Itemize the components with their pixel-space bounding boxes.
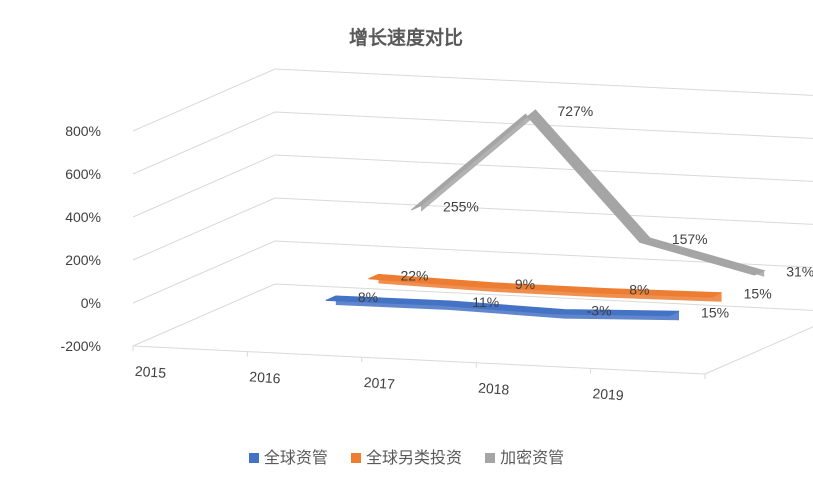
legend: 全球资管 全球另类投资 加密资管 — [0, 444, 813, 468]
legend-swatch-gray — [485, 453, 496, 463]
gridline — [132, 111, 813, 175]
data-label: 727% — [557, 103, 593, 119]
floor-edge — [132, 326, 813, 375]
data-label: 157% — [672, 231, 708, 247]
x-tick-label: 2019 — [592, 385, 624, 403]
y-tick-label: 800% — [65, 123, 101, 139]
legend-item-global-am[interactable]: 全球资管 — [248, 444, 328, 468]
x-axis-ticks: 2015 2016 2017 2018 2019 — [134, 363, 624, 404]
legend-item-crypto[interactable]: 加密资管 — [485, 444, 564, 468]
chart-title: 增长速度对比 — [349, 26, 463, 49]
legend-item-alternative[interactable]: 全球另类投资 — [350, 444, 462, 468]
series-line-3 — [410, 109, 766, 276]
y-tick-label: 0% — [81, 295, 101, 311]
legend-label: 全球资管 — [263, 448, 328, 467]
data-label: 15% — [744, 286, 772, 302]
x-tick-label: 2017 — [363, 374, 395, 392]
data-label: 8% — [358, 289, 378, 305]
series-line-1 — [325, 295, 680, 317]
legend-swatch-blue — [248, 453, 259, 463]
series-line-3-side — [421, 109, 765, 277]
legend-swatch-orange — [350, 453, 361, 463]
gridline — [132, 283, 813, 347]
legend-label: 加密资管 — [500, 448, 565, 467]
gridline — [132, 197, 813, 261]
y-axis-ticks: 800% 600% 400% 200% 0% -200% — [61, 123, 101, 354]
y-tick-label: -200% — [61, 338, 101, 354]
x-tick-label: 2016 — [249, 368, 281, 386]
y-tick-label: 200% — [65, 252, 101, 268]
data-label: 11% — [472, 294, 499, 310]
data-label: 15% — [701, 304, 729, 320]
series-line-2 — [368, 273, 722, 298]
data-label: 8% — [629, 282, 649, 298]
gridline — [132, 240, 813, 304]
data-label: 255% — [443, 199, 479, 215]
data-label: 22% — [400, 267, 428, 283]
x-tick-label: 2015 — [134, 363, 166, 381]
data-labels: 255% 727% 157% 31% 22% 9% 8% 15% 8% 11% -3% 15% — [358, 103, 813, 320]
data-label: 9% — [515, 276, 535, 292]
y-tick-label: 400% — [65, 209, 101, 225]
gridline — [132, 68, 813, 132]
x-tick-label: 2018 — [478, 380, 510, 398]
legend-label: 全球另类投资 — [365, 448, 462, 467]
data-label: 31% — [786, 264, 813, 280]
data-label: -3% — [587, 303, 612, 319]
series-group — [325, 109, 766, 321]
gridline — [132, 154, 813, 218]
gridlines — [132, 68, 813, 379]
y-tick-label: 600% — [65, 166, 101, 182]
